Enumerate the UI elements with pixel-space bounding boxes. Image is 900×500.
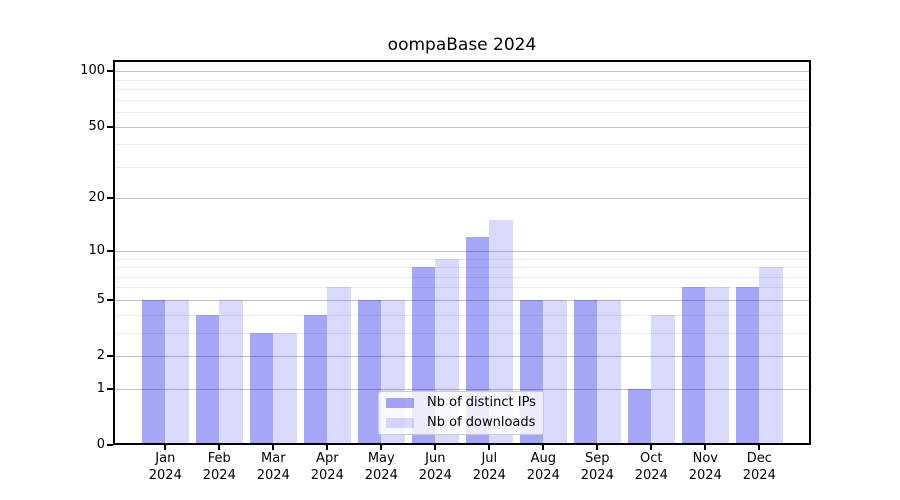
x-tick-mark [218, 445, 221, 450]
x-tick-mark [704, 445, 707, 450]
bar-downloads [543, 299, 567, 445]
major-gridline [113, 250, 811, 252]
bar-downloads [327, 287, 351, 445]
major-gridline [113, 126, 811, 128]
y-tick-label: 50 [88, 118, 105, 134]
x-tick-label: Oct 2024 [634, 451, 668, 483]
x-tick-mark [488, 445, 491, 450]
bar-distinct-ips [357, 299, 382, 445]
x-tick-label: Jul 2024 [472, 451, 506, 483]
minor-gridline [113, 166, 811, 168]
x-tick-mark [542, 445, 545, 450]
x-tick-label: Aug 2024 [526, 451, 560, 483]
minor-gridline [113, 112, 811, 114]
x-tick-label: Nov 2024 [688, 451, 722, 483]
x-tick-mark [434, 445, 437, 450]
chart-title: oompaBase 2024 [387, 35, 537, 55]
bar-distinct-ips [303, 314, 328, 445]
legend-label-downloads: Nb of downloads [427, 415, 536, 430]
x-tick-label: May 2024 [364, 451, 398, 483]
y-tick-label: 10 [88, 242, 105, 258]
x-tick-mark [380, 445, 383, 450]
bar-downloads [651, 314, 675, 445]
minor-gridline [113, 332, 811, 334]
y-tick-mark [107, 355, 113, 357]
legend-label-distinct-ips: Nb of distinct IPs [427, 395, 536, 410]
y-tick-mark [107, 249, 113, 252]
y-tick-mark [107, 387, 113, 390]
bar-distinct-ips [573, 299, 598, 445]
major-gridline [113, 198, 811, 200]
legend: Nb of distinct IPs Nb of downloads [378, 391, 544, 435]
major-gridline [113, 71, 811, 73]
x-tick-mark [596, 445, 599, 450]
bar-downloads [759, 267, 783, 445]
x-tick-label: Sep 2024 [580, 451, 614, 483]
y-tick-label: 1 [96, 380, 105, 396]
bar-downloads [597, 299, 621, 445]
bar-downloads [273, 332, 297, 445]
x-tick-mark [326, 445, 329, 450]
bar-distinct-ips [681, 287, 706, 445]
bar-distinct-ips [249, 332, 274, 445]
y-tick-label: 2 [96, 348, 105, 363]
minor-gridline [113, 144, 811, 146]
bar-downloads [705, 287, 729, 445]
legend-swatch-distinct-ips-icon [386, 398, 414, 408]
legend-row-downloads: Nb of downloads [386, 415, 536, 431]
bar-distinct-ips [195, 314, 220, 445]
y-tick-label: 0 [96, 437, 105, 452]
minor-gridline [113, 267, 811, 268]
bar-distinct-ips [735, 287, 760, 445]
legend-row-distinct-ips: Nb of distinct IPs [386, 395, 536, 411]
x-tick-mark [272, 445, 275, 450]
plot-area [113, 60, 811, 445]
minor-gridline [113, 89, 811, 91]
bar-downloads [165, 299, 189, 445]
y-tick-label: 20 [88, 190, 105, 206]
y-tick-label: 100 [80, 63, 105, 79]
y-tick-mark [107, 197, 113, 200]
y-tick-mark [107, 125, 113, 128]
major-gridline [113, 356, 811, 357]
major-gridline [113, 388, 811, 390]
x-tick-label: Jan 2024 [148, 451, 182, 483]
y-tick-mark [107, 70, 113, 73]
y-tick-label: 5 [96, 291, 105, 307]
major-gridline [113, 299, 811, 301]
x-tick-mark [650, 445, 653, 450]
y-tick-mark [107, 298, 113, 301]
x-tick-label: Jun 2024 [418, 451, 452, 483]
minor-gridline [113, 99, 811, 101]
bar-downloads [489, 220, 513, 445]
x-tick-label: Feb 2024 [202, 451, 236, 483]
minor-gridline [113, 314, 811, 316]
bar-distinct-ips [627, 388, 652, 445]
x-tick-label: Apr 2024 [310, 451, 344, 483]
legend-swatch-downloads-icon [386, 418, 414, 428]
x-tick-label: Mar 2024 [256, 451, 290, 483]
minor-gridline [113, 79, 811, 81]
minor-gridline [113, 287, 811, 289]
x-tick-mark [164, 445, 167, 450]
x-tick-label: Dec 2024 [742, 451, 776, 483]
x-tick-mark [758, 445, 761, 450]
minor-gridline [113, 258, 811, 260]
y-tick-mark [107, 444, 113, 446]
bar-downloads [219, 299, 243, 445]
minor-gridline [113, 276, 811, 278]
bar-distinct-ips [141, 299, 166, 445]
